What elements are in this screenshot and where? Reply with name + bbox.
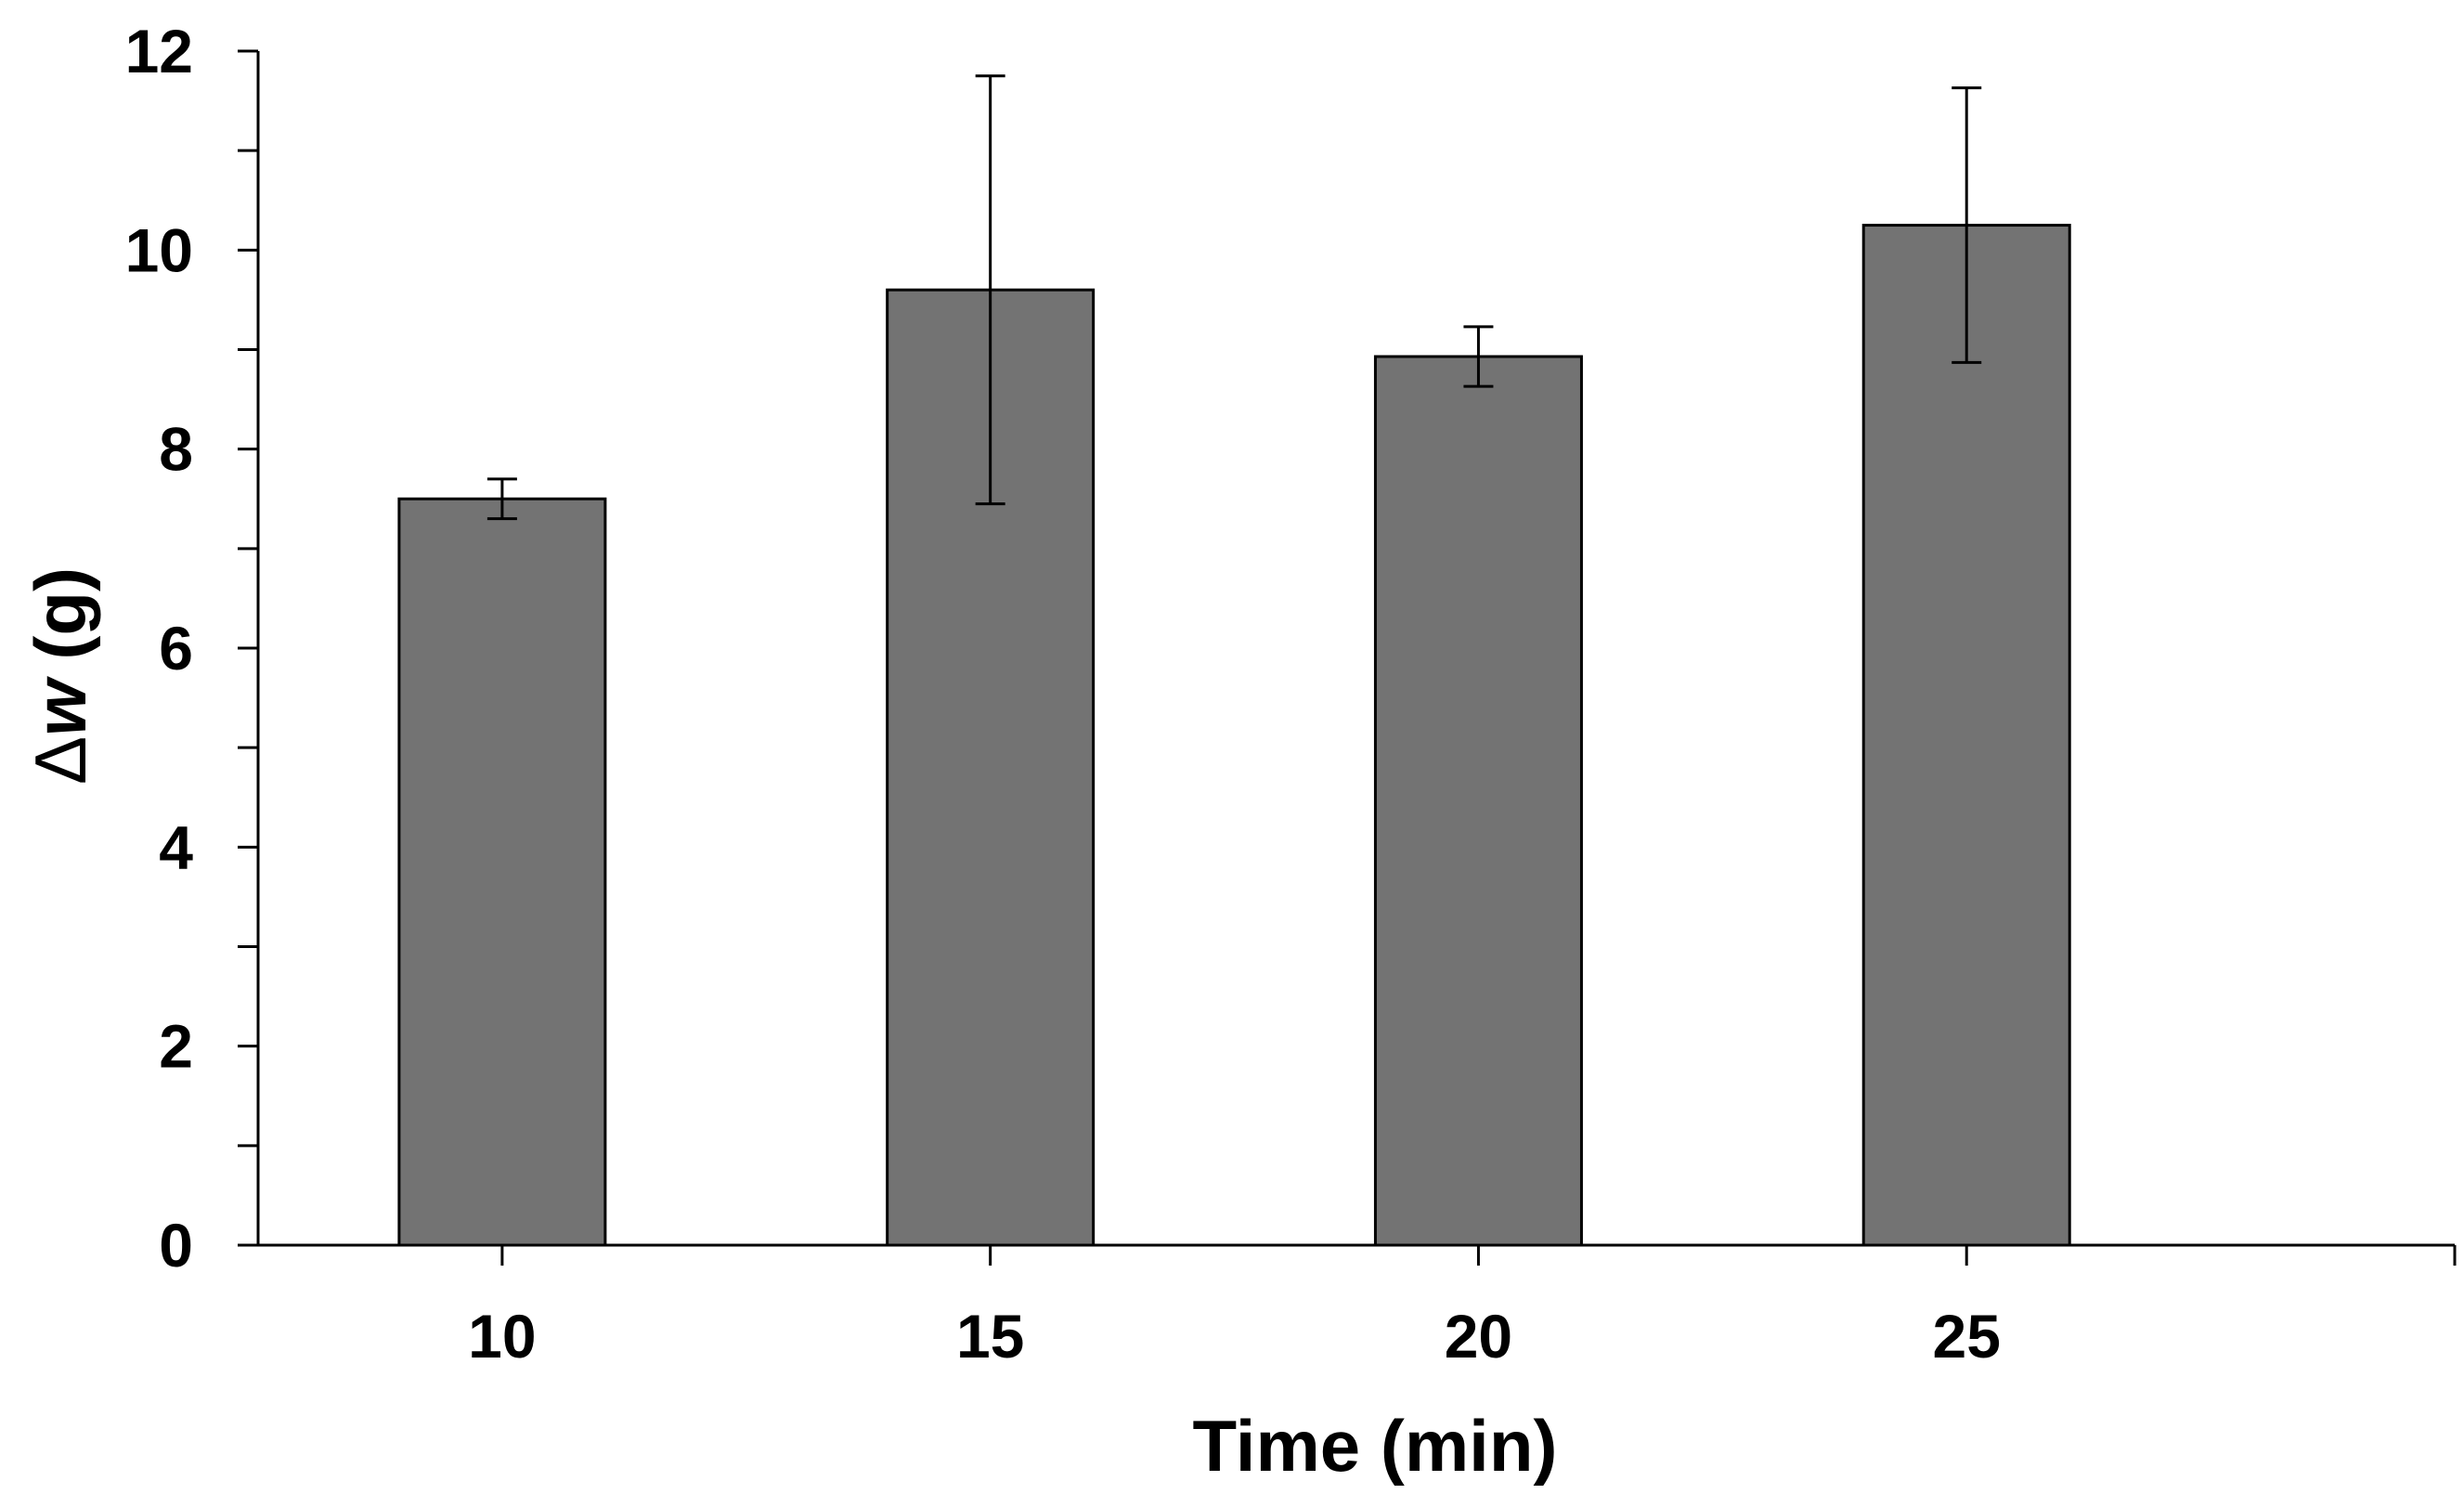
bar-10 [397, 497, 607, 1247]
error-bars [486, 74, 1982, 521]
x-tick-label: 25 [1933, 1302, 2001, 1371]
x-tick-label: 10 [468, 1302, 536, 1371]
y-axis-ticks [238, 49, 258, 1247]
y-axis-title-variable: w [19, 676, 101, 736]
x-tick-label: 15 [956, 1302, 1024, 1371]
x-tick-label: 20 [1445, 1302, 1512, 1371]
error-bar-10 [486, 477, 517, 521]
y-tick-label: 0 [159, 1211, 193, 1280]
y-tick-label: 12 [125, 17, 193, 85]
error-bar-25 [1952, 86, 1982, 364]
error-bar-20 [1463, 325, 1494, 388]
x-axis-tick-labels: 10 15 20 25 [468, 1302, 2001, 1371]
y-tick-label: 4 [159, 812, 193, 881]
y-axis-tick-labels: 0 2 4 6 8 10 12 [125, 17, 194, 1280]
x-axis-ticks [500, 1245, 2457, 1266]
bar-20 [1373, 355, 1583, 1247]
y-tick-label: 2 [159, 1012, 193, 1081]
y-axis-title-symbol: Δ [19, 736, 101, 785]
y-axis-title-unit: (g) [19, 567, 101, 680]
y-tick-label: 10 [125, 215, 193, 284]
error-bar-15 [975, 74, 1005, 506]
y-tick-label: 8 [159, 415, 193, 484]
bars [397, 224, 2071, 1247]
y-tick-label: 6 [159, 614, 193, 682]
x-axis-title: Time (min) [1193, 1405, 1558, 1487]
y-axis-title: Δw (g) [19, 567, 101, 785]
bar-25 [1861, 224, 2071, 1247]
